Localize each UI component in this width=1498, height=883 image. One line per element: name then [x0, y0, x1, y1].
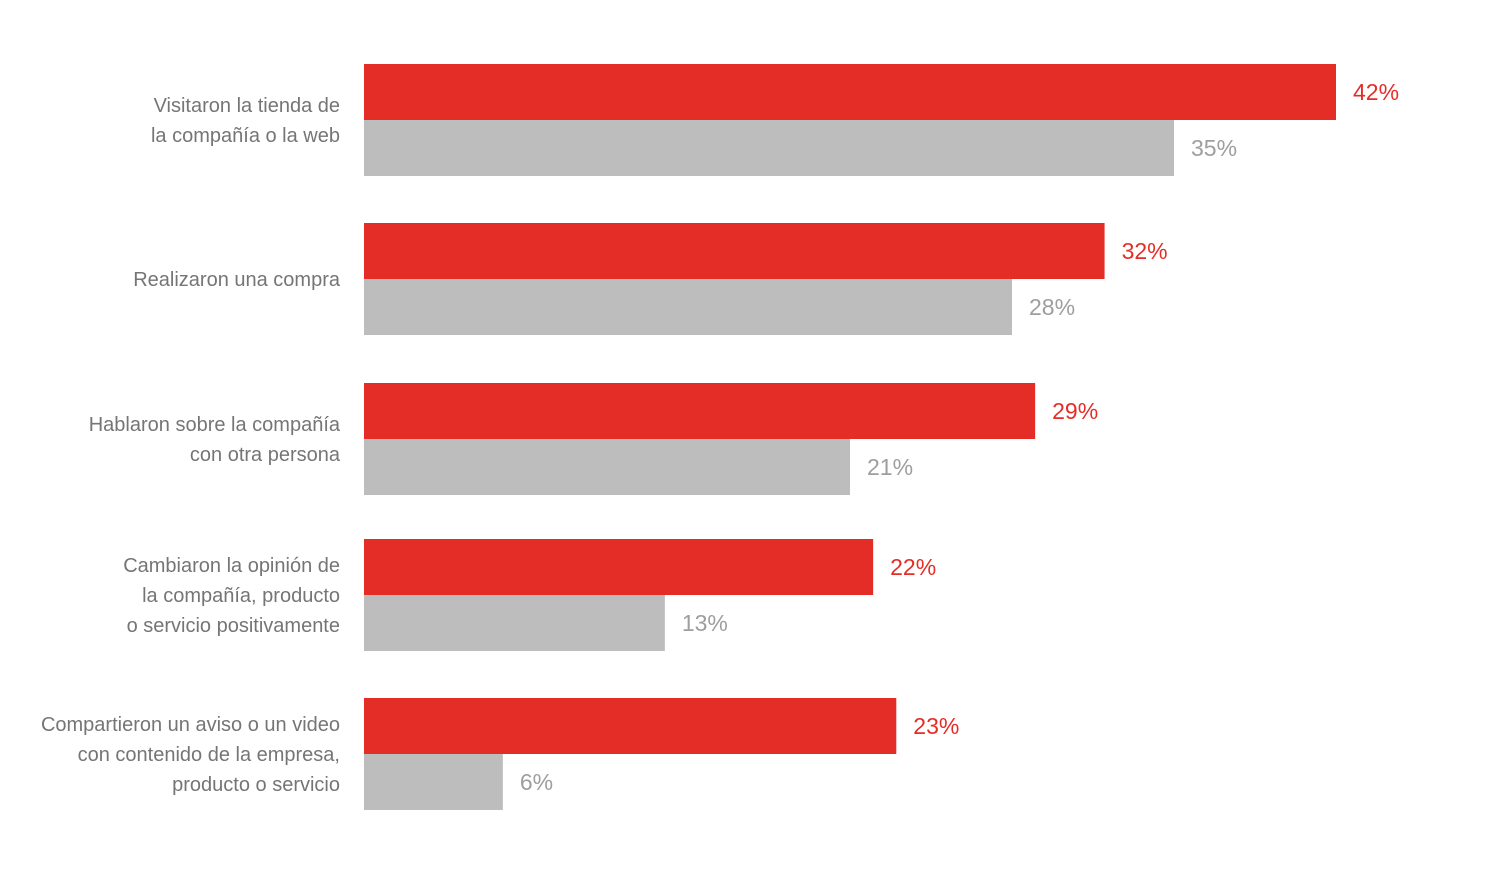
category-label-1: Realizaron una compra [133, 269, 341, 291]
bar-red-2 [364, 383, 1036, 439]
value-label-red-3: 22% [890, 554, 936, 580]
bar-red-0 [364, 64, 1336, 120]
category-label-2: Hablaron sobre la compañía con otra perso… [89, 414, 341, 466]
bar-gray-2 [364, 439, 850, 495]
category-label-line: con contenido de la empresa, [78, 744, 340, 766]
category-label-line: Hablaron sobre la compañía [89, 414, 341, 436]
category-label-3: Cambiaron la opinión de la compañía, prod… [123, 555, 340, 637]
value-label-red-1: 32% [1122, 238, 1168, 264]
category-label-line: Compartieron un aviso o un video [41, 714, 340, 736]
bar-gray-0 [364, 120, 1174, 176]
bar-gray-4 [364, 754, 503, 810]
value-label-red-4: 23% [913, 713, 959, 739]
value-label-gray-0: 35% [1191, 135, 1237, 161]
value-label-gray-3: 13% [682, 610, 728, 636]
category-label-0: Visitaron la tienda de la compañía o la w… [151, 95, 340, 147]
category-label-line: la compañía, producto [142, 585, 340, 607]
category-label-line: con otra persona [190, 444, 341, 466]
bar-red-1 [364, 223, 1105, 279]
category-label-line: Visitaron la tienda de [154, 95, 340, 117]
category-label-line: producto o servicio [172, 774, 340, 796]
category-label-line: Cambiaron la opinión de [123, 555, 340, 577]
bar-gray-3 [364, 595, 665, 651]
value-label-gray-2: 21% [867, 454, 913, 480]
bar-red-3 [364, 539, 874, 595]
category-label-line: la compañía o la web [151, 125, 340, 147]
category-label-4: Compartieron un aviso o un video con cont… [41, 714, 340, 796]
value-label-gray-1: 28% [1029, 294, 1075, 320]
category-label-line: Realizaron una compra [133, 269, 341, 291]
bar-gray-1 [364, 279, 1012, 335]
category-label-line: o servicio positivamente [127, 615, 340, 637]
value-label-red-2: 29% [1052, 398, 1098, 424]
value-label-gray-4: 6% [520, 769, 553, 795]
value-label-red-0: 42% [1353, 79, 1399, 105]
bar-red-4 [364, 698, 897, 754]
